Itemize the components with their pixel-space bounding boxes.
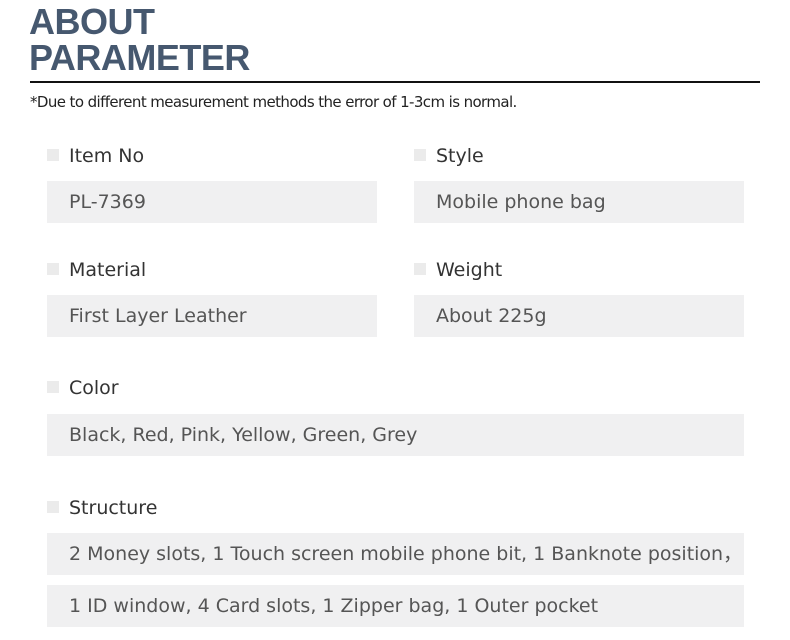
label-text: Style <box>436 145 484 167</box>
title-line-2: PARAMETER <box>29 37 250 78</box>
square-bullet-icon <box>47 500 59 513</box>
divider <box>30 81 760 83</box>
measurement-note: *Due to different measurement methods th… <box>30 93 517 111</box>
structure-label: Structure <box>47 497 157 519</box>
material-label: Material <box>47 259 146 281</box>
weight-value: About 225g <box>414 295 744 337</box>
color-label: Color <box>47 377 119 399</box>
structure-value-2: 1 ID window, 4 Card slots, 1 Zipper bag,… <box>47 585 744 627</box>
weight-label: Weight <box>414 259 502 281</box>
label-text: Item No <box>69 145 145 167</box>
structure-value-1: 2 Money slots, 1 Touch screen mobile pho… <box>47 533 744 575</box>
square-bullet-icon <box>47 380 59 393</box>
material-value: First Layer Leather <box>47 295 377 337</box>
square-bullet-icon <box>414 262 426 275</box>
page-title: ABOUT PARAMETER <box>29 4 250 76</box>
color-value: Black, Red, Pink, Yellow, Green, Grey <box>47 414 744 456</box>
label-text: Material <box>69 259 147 281</box>
style-value: Mobile phone bag <box>414 181 744 223</box>
label-text: Color <box>69 377 119 399</box>
square-bullet-icon <box>414 148 426 161</box>
label-text: Weight <box>436 259 503 281</box>
style-label: Style <box>414 145 484 167</box>
label-text: Structure <box>69 497 158 519</box>
item-no-value: PL-7369 <box>47 181 377 223</box>
square-bullet-icon <box>47 262 59 275</box>
square-bullet-icon <box>47 148 59 161</box>
title-line-1: ABOUT <box>29 1 155 42</box>
item-no-label: Item No <box>47 145 144 167</box>
